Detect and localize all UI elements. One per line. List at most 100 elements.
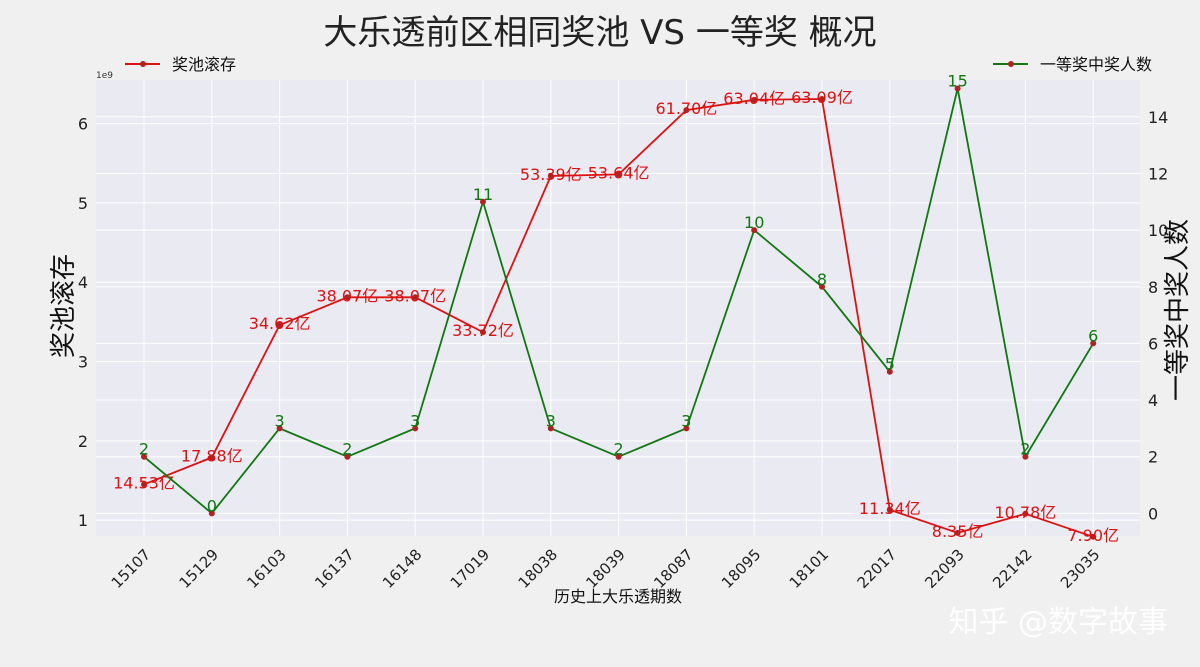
y-left-tick-label: 2	[78, 432, 88, 451]
y-right-tick-label: 2	[1148, 448, 1158, 467]
data-label: 2	[1020, 440, 1030, 459]
data-point	[954, 529, 961, 536]
y-axis-label-right: 一等奖中奖人数	[1163, 219, 1193, 401]
data-label: 53.64亿	[588, 163, 650, 182]
data-point	[615, 453, 622, 460]
data-label: 34.62亿	[249, 314, 311, 333]
x-tick-label: 15107	[108, 546, 154, 592]
plot-area	[96, 80, 1140, 536]
data-point	[276, 322, 283, 329]
x-tick-label: 18087	[650, 546, 696, 592]
data-label: 2	[614, 440, 624, 459]
data-label: 15	[947, 71, 967, 90]
data-label: 3	[410, 411, 420, 430]
x-tick-label: 23035	[1057, 546, 1103, 592]
data-point	[819, 283, 825, 290]
x-tick-label: 22142	[989, 546, 1035, 592]
data-point	[547, 172, 554, 179]
x-axis-label: 历史上大乐透期数	[554, 587, 682, 606]
y-left-tick-label: 4	[78, 273, 88, 292]
x-tick-label: 16103	[243, 546, 289, 592]
data-point	[1022, 453, 1029, 460]
data-label: 38.07亿	[384, 286, 446, 305]
data-point	[141, 453, 147, 460]
data-label: 2	[139, 440, 149, 459]
y-left-tick-label: 1	[78, 511, 88, 530]
legend-right-label: 一等奖中奖人数	[1040, 55, 1152, 74]
y-left-tick-label: 6	[78, 115, 88, 134]
x-tick-label: 18101	[786, 546, 832, 592]
data-label: 17.88亿	[181, 446, 243, 465]
data-point	[480, 198, 486, 205]
watermark: 知乎 @数字故事	[948, 605, 1168, 640]
data-point	[208, 454, 215, 461]
x-tick-label: 22017	[854, 546, 900, 592]
data-label: 6	[1088, 326, 1098, 345]
x-tick-label: 18038	[515, 546, 561, 592]
series-winners: 2 0 3 2 3 11 3 2 3 10 8 5 15 2 6	[139, 71, 1098, 517]
data-label: 5	[885, 355, 895, 374]
x-tick-label: 22093	[921, 546, 967, 592]
x-tick-label: 18095	[718, 546, 764, 592]
y-left-tick-label: 5	[78, 194, 88, 213]
legend-right: 一等奖中奖人数	[993, 55, 1152, 74]
x-tick-label: 16137	[311, 546, 357, 592]
x-tick-label: 15129	[176, 546, 222, 592]
data-label: 10	[744, 213, 764, 232]
data-point	[1090, 340, 1097, 347]
grid	[96, 80, 1140, 536]
data-point	[954, 85, 961, 92]
y-right-tick-label: 8	[1148, 278, 1158, 297]
data-label: 2	[342, 440, 352, 459]
data-point	[751, 227, 758, 234]
data-point	[683, 107, 690, 114]
y-right-tick-label: 0	[1148, 504, 1158, 523]
data-point	[1022, 510, 1029, 517]
y-right-tick-label: 4	[1148, 391, 1158, 410]
data-point	[886, 368, 893, 375]
y-left-tick-label: 3	[78, 353, 88, 372]
data-label: 63.09亿	[791, 88, 853, 107]
data-point	[751, 96, 758, 103]
y-axis-label-left: 奖池滚存	[49, 254, 79, 358]
data-label: 8.35亿	[932, 522, 984, 541]
data-point	[344, 453, 351, 460]
data-label: 38.07亿	[316, 286, 378, 305]
data-label: 53.39亿	[520, 165, 582, 184]
y-left-offset-text: 1e9	[96, 71, 113, 81]
data-label: 7.90亿	[1067, 526, 1119, 545]
data-point	[276, 425, 283, 432]
data-label: 10.78亿	[994, 503, 1056, 522]
data-point	[886, 506, 893, 513]
y-right-tick-label: 12	[1148, 164, 1168, 183]
data-label: 33.72亿	[452, 321, 514, 340]
data-label: 11	[473, 185, 493, 204]
chart-title: 大乐透前区相同奖池 VS 一等奖 概况	[323, 13, 876, 53]
data-point	[615, 171, 622, 178]
data-label: 0	[207, 496, 217, 515]
data-point	[412, 294, 419, 301]
data-point	[344, 294, 351, 301]
data-label: 14.53亿	[113, 473, 175, 492]
data-label: 3	[681, 411, 691, 430]
y-right-tick-label: 14	[1148, 108, 1168, 127]
x-tick-label: 16148	[379, 546, 425, 592]
data-point	[819, 96, 825, 103]
legend-left: 奖池滚存	[125, 55, 236, 74]
data-label: 3	[546, 411, 556, 430]
x-tick-label: 18039	[582, 546, 628, 592]
data-label: 63.04亿	[723, 89, 785, 108]
x-tick-label: 17019	[447, 546, 493, 592]
y-right-tick-label: 10	[1148, 221, 1168, 240]
data-label: 3	[275, 411, 285, 430]
data-point	[683, 425, 690, 432]
data-label: 8	[817, 270, 827, 289]
data-label: 61.70亿	[655, 99, 717, 118]
data-point	[208, 510, 215, 517]
data-point	[547, 425, 554, 432]
data-point	[141, 481, 147, 488]
legend-left-label: 奖池滚存	[172, 55, 236, 74]
data-point	[412, 425, 419, 432]
data-label: 11.34亿	[859, 499, 921, 518]
